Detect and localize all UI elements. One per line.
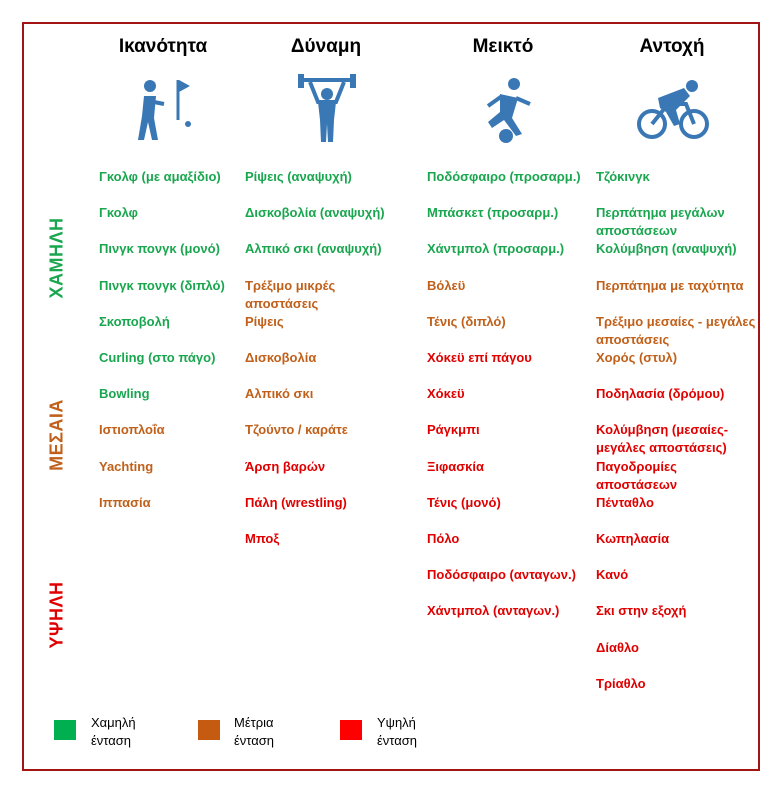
sport-item: Bowling bbox=[99, 386, 150, 402]
sport-item: Ποδόσφαιρο (ανταγων.) bbox=[427, 567, 576, 583]
sport-item: Πινγκ πονγκ (μονό) bbox=[99, 241, 220, 257]
sport-item: Σκι στην εξοχή bbox=[596, 603, 687, 619]
sport-item: Χόκεϋ επί πάγου bbox=[427, 350, 532, 365]
sport-item: Yachting bbox=[99, 458, 154, 474]
sport-item: Κολύμβηση (αναψυχή) bbox=[596, 241, 737, 257]
intensity-level: ΧΑΜΗΛΗ bbox=[46, 217, 67, 299]
legend-swatch bbox=[54, 720, 76, 740]
sport-item: Τένις (μονό) bbox=[427, 494, 501, 510]
sport-item: Σκοποβολή bbox=[99, 313, 170, 329]
sport-item: Χάντμπολ (προσαρμ.) bbox=[427, 241, 565, 257]
sport-item: Χάντμπολ (ανταγων.) bbox=[427, 603, 560, 619]
intensity-level: ΥΨΗΛΗ bbox=[46, 581, 67, 649]
sport-item: Γκολφ (με αμαξίδιο) bbox=[99, 169, 221, 184]
sport-item: Πόλο bbox=[427, 531, 460, 546]
sport-item: Πένταθλο bbox=[596, 494, 654, 510]
sport-item: Χόκεϋ bbox=[427, 386, 465, 402]
sport-item: Κανό bbox=[596, 567, 629, 583]
sport-item: Δίαθλο bbox=[596, 639, 639, 655]
sport-item: Τρέξιμο μεσαίες - μεγάλες αποστάσεις bbox=[596, 313, 756, 347]
sport-item: Τένις (διπλό) bbox=[427, 313, 506, 329]
sport-item: Μπάσκετ (προσαρμ.) bbox=[427, 205, 559, 221]
legend-label: Υψηλή ένταση bbox=[377, 715, 418, 748]
legend-swatch bbox=[340, 720, 362, 740]
sport-item: Αλπικό σκι (αναψυχή) bbox=[245, 241, 382, 257]
sport-item: Ιστιοπλοΐα bbox=[99, 422, 165, 438]
sport-item: Δισκοβολία bbox=[245, 350, 317, 365]
cycling-icon bbox=[637, 80, 709, 139]
sport-item: Ρίψεις (αναψυχή) bbox=[245, 169, 352, 184]
sport-item: Ιππασία bbox=[99, 494, 151, 510]
frame bbox=[22, 22, 760, 771]
sport-item: Δισκοβολία (αναψυχή) bbox=[245, 205, 385, 221]
sport-item: Ράγκμπι bbox=[427, 422, 480, 438]
column-title: Μεικτό bbox=[472, 36, 534, 57]
sport-item: Χορός (στυλ) bbox=[596, 350, 678, 365]
sport-item: Ρίψεις bbox=[245, 313, 284, 329]
golf-icon bbox=[138, 80, 191, 140]
sport-item: Τρίαθλο bbox=[596, 675, 646, 691]
sport-item: Μποξ bbox=[245, 531, 280, 546]
legend-label: Μέτρια ένταση bbox=[234, 715, 275, 748]
sport-item: Curling (στο πάγο) bbox=[99, 350, 216, 365]
sport-item: Βόλεϋ bbox=[427, 277, 466, 293]
sport-item: Ποδόσφαιρο (προσαρμ.) bbox=[427, 169, 581, 184]
sport-item: Κολύμβηση (μεσαίες- μεγάλες αποστάσεις) bbox=[596, 422, 729, 456]
sport-item: Περπάτημα με ταχύτητα bbox=[596, 277, 744, 293]
intensity-level: ΜΕΣΑΙΑ bbox=[46, 399, 67, 471]
legend-label: Χαμηλή ένταση bbox=[91, 715, 136, 748]
sport-item: Ξιφασκία bbox=[427, 458, 485, 474]
legend-swatch bbox=[198, 720, 220, 740]
column-title: Δύναμη bbox=[290, 36, 362, 57]
column-title: Αντοχή bbox=[639, 36, 705, 57]
sport-item: Άρση βαρών bbox=[245, 458, 326, 474]
football-icon bbox=[486, 78, 531, 143]
sport-item: Πάλη (wrestling) bbox=[245, 494, 347, 510]
sport-item: Τζούντο / καράτε bbox=[245, 422, 348, 438]
sport-item: Κωπηλασία bbox=[596, 531, 670, 546]
weightlifting-icon bbox=[298, 74, 356, 142]
sport-item: Ποδηλασία (δρόμου) bbox=[596, 386, 725, 402]
sport-item: Αλπικό σκι bbox=[245, 386, 314, 402]
sport-item: Τζόκινγκ bbox=[596, 169, 650, 184]
column-title: Ικανότητα bbox=[118, 36, 208, 57]
sport-item: Περπάτημα μεγάλων αποστάσεων bbox=[596, 205, 725, 239]
sport-item: Πινγκ πονγκ (διπλό) bbox=[99, 277, 225, 293]
sport-item: Παγοδρομίες αποστάσεων bbox=[596, 458, 678, 492]
sport-item: Τρέξιμο μικρές αποστάσεις bbox=[245, 277, 336, 311]
sport-item: Γκολφ bbox=[99, 205, 138, 221]
